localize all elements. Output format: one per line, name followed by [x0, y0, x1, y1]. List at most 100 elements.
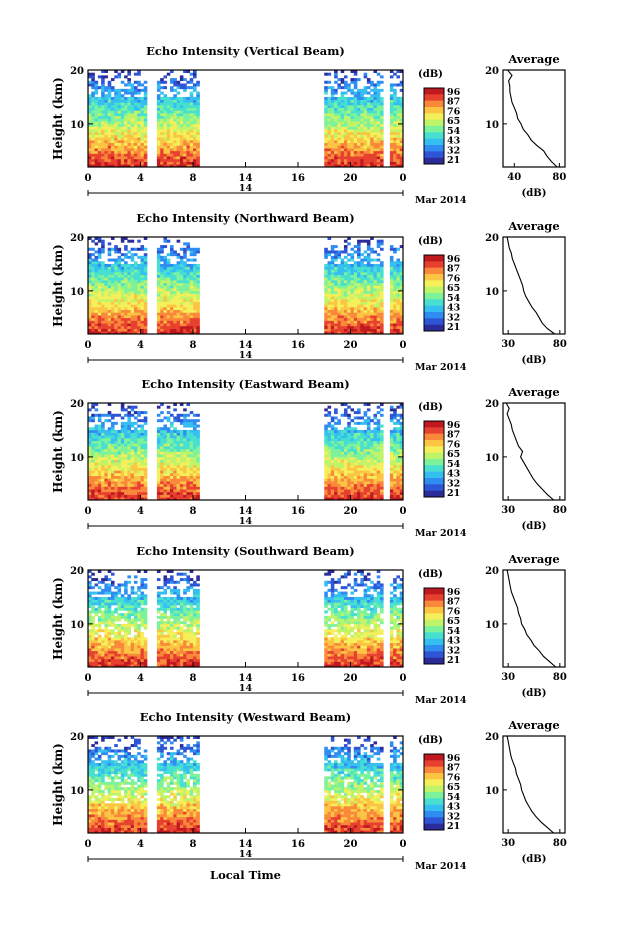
heatmap-cell: [183, 255, 187, 259]
heatmap-cell: [91, 118, 95, 122]
heatmap-cell: [340, 309, 345, 313]
heatmap-cell: [396, 164, 401, 168]
heatmap-cell: [107, 134, 112, 138]
heatmap-cell: [370, 80, 374, 84]
heatmap-cell: [350, 470, 355, 474]
heatmap-cell: [337, 491, 341, 495]
heatmap-cell: [179, 96, 184, 100]
heatmap-cell: [366, 253, 371, 257]
heatmap-cell: [324, 102, 328, 106]
x-tick-label: 16: [291, 506, 305, 517]
heatmap-cell: [193, 331, 197, 335]
heatmap-cell: [340, 475, 345, 479]
heatmap-cell: [110, 272, 115, 276]
heatmap-cell: [117, 307, 122, 311]
heatmap-cell: [186, 307, 191, 311]
heatmap-cell: [324, 72, 328, 76]
heatmap-cell: [101, 118, 105, 122]
heatmap-cell: [127, 102, 131, 106]
heatmap-cell: [370, 419, 374, 423]
heatmap-cell: [327, 156, 332, 160]
heatmap-cell: [107, 304, 112, 308]
heatmap-cell: [97, 416, 102, 420]
heatmap-cell: [133, 121, 138, 125]
heatmap-cell: [101, 462, 105, 466]
heatmap-cell: [337, 296, 341, 300]
heatmap-cell: [340, 115, 345, 119]
heatmap-cell: [143, 105, 148, 109]
heatmap-cell: [334, 475, 338, 479]
heatmap-cell: [376, 113, 381, 117]
heatmap-cell: [396, 438, 401, 442]
heatmap-cell: [396, 454, 401, 458]
heatmap-cell: [143, 258, 148, 262]
heatmap-cell: [193, 459, 197, 463]
heatmap-cell: [396, 298, 401, 302]
heatmap-cell: [104, 481, 108, 485]
heatmap-cell: [130, 142, 135, 146]
heatmap-cell: [140, 315, 145, 319]
heatmap-cell: [133, 272, 138, 276]
heatmap-cell: [117, 158, 122, 162]
heatmap-cell: [363, 481, 368, 485]
heatmap-cell: [120, 462, 125, 466]
heatmap-cell: [357, 161, 361, 165]
heatmap-cell: [176, 448, 181, 452]
heatmap-cell: [176, 483, 181, 487]
heatmap-cell: [156, 451, 161, 455]
heatmap-cell: [370, 462, 374, 466]
heatmap-cell: [156, 489, 161, 493]
heatmap-cell: [104, 435, 108, 439]
heatmap-cell: [91, 323, 95, 327]
heatmap-cell: [156, 467, 161, 471]
heatmap-cell: [176, 309, 181, 313]
heatmap-cell: [343, 317, 348, 321]
heatmap-cell: [107, 258, 112, 262]
heatmap-cell: [137, 290, 141, 294]
heatmap-cell: [373, 102, 378, 106]
heatmap-cell: [133, 475, 138, 479]
heatmap-cell: [127, 473, 131, 477]
heatmap-cell: [353, 481, 358, 485]
heatmap-cell: [380, 309, 384, 313]
heatmap-cell: [120, 269, 125, 273]
heatmap-cell: [156, 304, 161, 308]
heatmap-cell: [124, 438, 128, 442]
heatmap-cell: [183, 129, 187, 133]
heatmap-cell: [393, 272, 397, 276]
heatmap-cell: [347, 486, 351, 490]
heatmap-cell: [360, 145, 364, 149]
heatmap-cell: [327, 261, 332, 265]
heatmap-cell: [166, 315, 171, 319]
heatmap-cell: [353, 105, 358, 109]
heatmap-cell: [97, 481, 102, 485]
heatmap-cell: [137, 456, 141, 460]
heatmap-cell: [156, 293, 161, 297]
heatmap-cell: [97, 451, 102, 455]
heatmap-cell: [193, 72, 197, 76]
heatmap-cell: [114, 331, 118, 335]
heatmap-cell: [340, 142, 345, 146]
heatmap-cell: [373, 86, 378, 90]
heatmap-cell: [373, 489, 378, 493]
heatmap-cell: [363, 126, 368, 130]
heatmap-cell: [366, 129, 371, 133]
heatmap-cell: [340, 301, 345, 305]
heatmap-cell: [363, 489, 368, 493]
colorbar-tick-label: 32: [447, 312, 460, 323]
heatmap-cell: [97, 413, 102, 417]
heatmap-cell: [376, 301, 381, 305]
heatmap-cell: [97, 301, 102, 305]
heatmap-cell: [117, 272, 122, 276]
heatmap-cell: [101, 153, 105, 157]
heatmap-cell: [189, 467, 194, 471]
heatmap-cell: [156, 309, 161, 313]
heatmap-cell: [363, 145, 368, 149]
heatmap-cell: [389, 142, 394, 146]
heatmap-cell: [104, 328, 108, 332]
heatmap-cell: [163, 134, 168, 138]
heatmap-cell: [366, 416, 371, 420]
heatmap-cell: [327, 307, 332, 311]
heatmap-cell: [127, 304, 131, 308]
heatmap-cell: [337, 312, 341, 316]
